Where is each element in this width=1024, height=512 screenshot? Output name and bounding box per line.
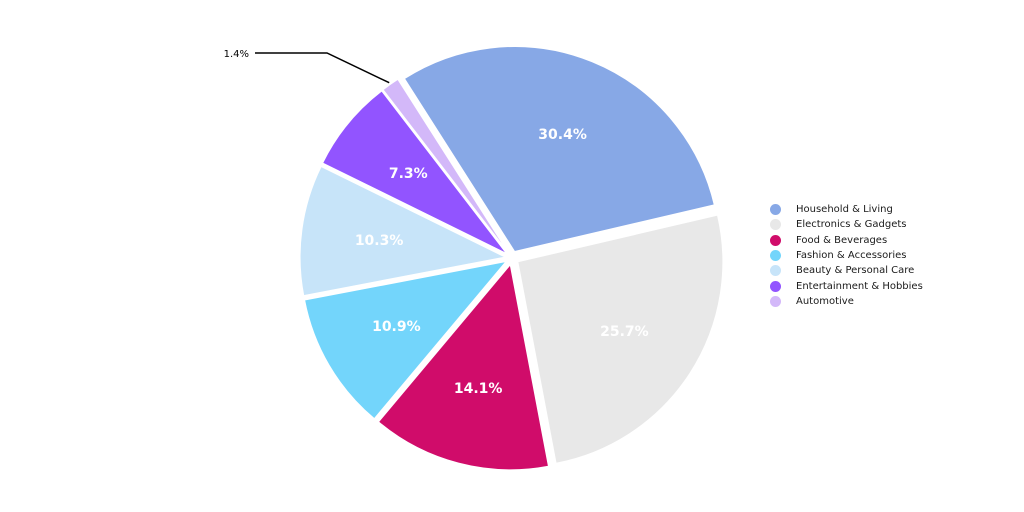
- legend-item: Food & Beverages: [770, 233, 1010, 248]
- legend-item: Fashion & Accessories: [770, 248, 1010, 263]
- legend-marker: [770, 234, 781, 246]
- legend-item: Automotive: [770, 294, 1010, 309]
- pie-slice-automotive: [382, 78, 509, 253]
- slice-value-label: 1.4%: [224, 49, 249, 60]
- slice-value-label: 25.7%: [600, 324, 649, 340]
- pie-slice-entertainment-hobbies: [321, 90, 507, 255]
- slice-value-label: 7.3%: [389, 166, 428, 182]
- slice-value-label: 14.1%: [454, 381, 503, 397]
- legend-label: Food & Beverages: [796, 234, 888, 246]
- legend-label: Entertainment & Hobbies: [796, 280, 923, 292]
- legend-marker: [770, 265, 781, 277]
- pie-slice-electronics-gadgets: [517, 214, 724, 464]
- legend-marker: [770, 295, 781, 307]
- callout-line: [255, 52, 390, 84]
- legend-label: Automotive: [796, 295, 854, 307]
- legend-item: Entertainment & Hobbies: [770, 278, 1010, 293]
- slice-value-label: 10.3%: [355, 233, 404, 249]
- pie-slice-fashion-accessories: [304, 260, 508, 420]
- slice-value-label: 10.9%: [372, 319, 421, 335]
- legend-marker: [770, 280, 781, 292]
- legend-marker: [770, 204, 781, 216]
- pie-slice-beauty-personal-care: [299, 165, 507, 297]
- legend-label: Electronics & Gadgets: [796, 219, 907, 231]
- legend-item: Beauty & Personal Care: [770, 263, 1010, 278]
- legend: Household & Living Electronics & Gadgets F…: [770, 202, 1010, 309]
- pie-slice-food-beverages: [377, 263, 550, 471]
- slice-value-label: 30.4%: [538, 127, 587, 143]
- legend-item: Household & Living: [770, 202, 1010, 217]
- legend-label: Fashion & Accessories: [796, 250, 907, 262]
- legend-item: Electronics & Gadgets: [770, 217, 1010, 232]
- legend-label: Household & Living: [796, 204, 893, 216]
- legend-marker: [770, 219, 781, 231]
- pie-slice-household-living: [403, 46, 715, 253]
- legend-label: Beauty & Personal Care: [796, 265, 915, 277]
- legend-marker: [770, 250, 781, 262]
